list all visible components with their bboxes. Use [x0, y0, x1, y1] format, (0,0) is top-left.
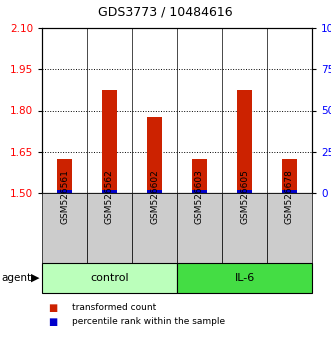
Bar [282, 159, 297, 193]
Bar [132, 193, 177, 263]
Text: GSM526561: GSM526561 [60, 170, 69, 224]
Text: GSM526603: GSM526603 [195, 170, 204, 224]
Bar [147, 118, 163, 193]
Text: ■: ■ [49, 303, 58, 313]
Bar [57, 159, 72, 193]
Bar [192, 190, 208, 193]
Bar [42, 263, 177, 293]
Bar [267, 193, 312, 263]
Text: GSM526562: GSM526562 [105, 170, 114, 224]
Bar [222, 193, 267, 263]
Bar [42, 193, 87, 263]
Text: GSM526605: GSM526605 [240, 170, 249, 224]
Text: GDS3773 / 10484616: GDS3773 / 10484616 [98, 6, 233, 18]
Bar [102, 90, 118, 193]
Text: agent: agent [2, 273, 32, 283]
Bar [282, 190, 297, 193]
Bar [177, 263, 312, 293]
Bar [102, 190, 118, 193]
Bar [237, 190, 252, 193]
Text: transformed count: transformed count [72, 303, 156, 313]
Bar [57, 190, 72, 193]
Bar [177, 193, 222, 263]
Text: GSM526602: GSM526602 [150, 170, 159, 224]
Text: control: control [90, 273, 129, 283]
Bar [147, 190, 163, 193]
Bar [237, 90, 252, 193]
Text: IL-6: IL-6 [234, 273, 255, 283]
Text: percentile rank within the sample: percentile rank within the sample [72, 318, 225, 326]
Bar [87, 193, 132, 263]
Text: GSM526678: GSM526678 [285, 170, 294, 224]
Text: ■: ■ [49, 317, 58, 327]
Text: ▶: ▶ [30, 273, 39, 283]
Bar [192, 159, 208, 193]
